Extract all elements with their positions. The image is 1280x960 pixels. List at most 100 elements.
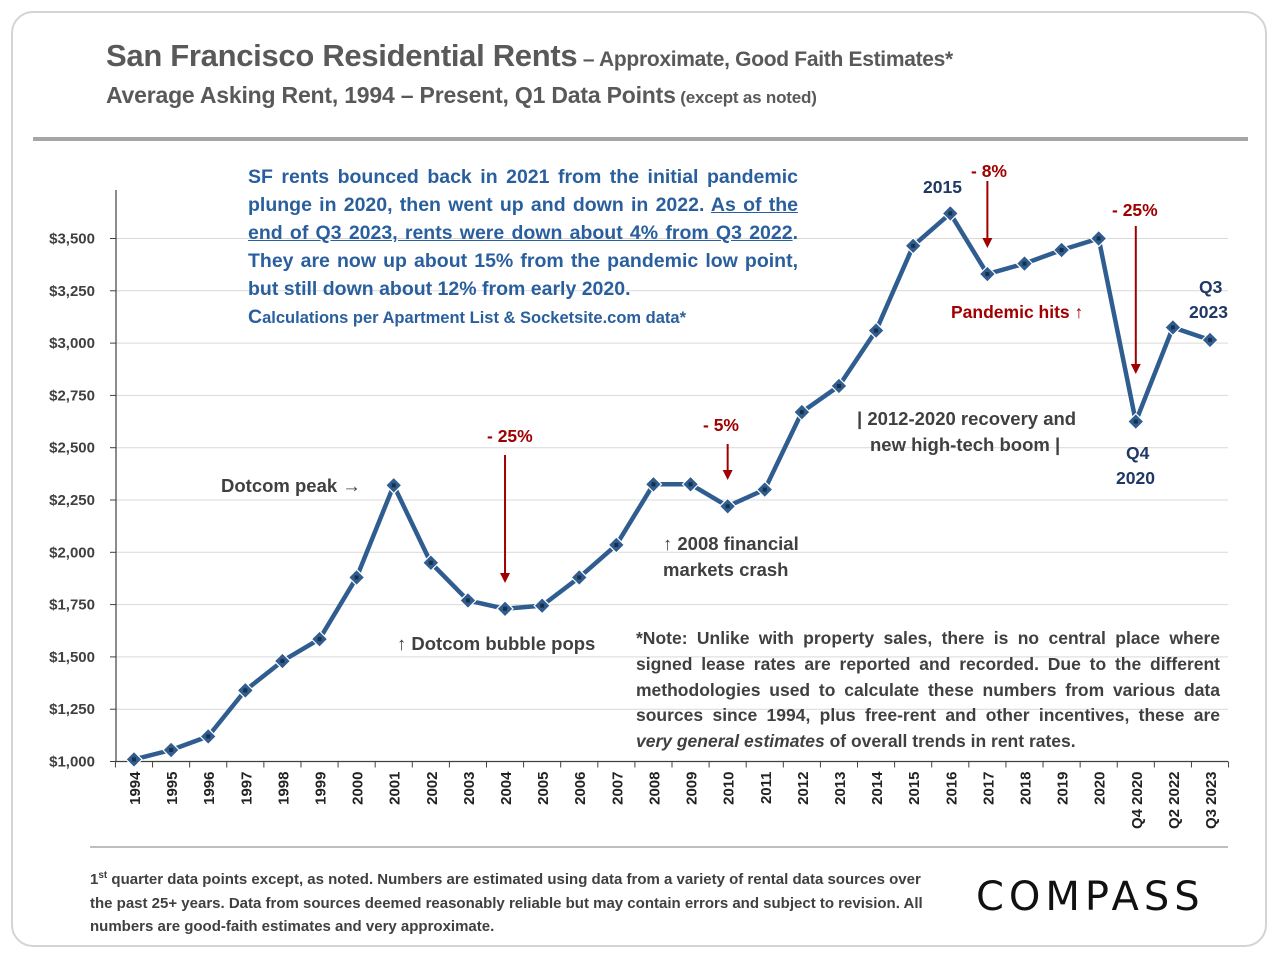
data-point-center [985, 272, 990, 277]
data-point-center [280, 659, 285, 664]
data-point-center [911, 243, 916, 248]
data-point-center [243, 688, 248, 693]
data-point-center [169, 747, 174, 752]
x-tick-label: Q3 2023 [1203, 772, 1220, 830]
q4-2020-label-line2: 2020 [1116, 468, 1155, 488]
x-tick-label: 1997 [238, 772, 255, 805]
x-tick-label: 2006 [572, 772, 589, 805]
data-point-center [132, 757, 136, 762]
data-series [125, 204, 1219, 769]
crash-label-line1: ↑ 2008 financial [663, 533, 799, 554]
x-tick-label: Q2 2022 [1166, 772, 1183, 830]
x-tick-label: 2017 [980, 772, 997, 805]
x-tick-label: 2008 [646, 772, 663, 805]
x-tick-label: 1996 [201, 772, 218, 805]
data-point-center [1133, 419, 1138, 424]
compass-logo: COMPASS [976, 874, 1205, 920]
x-tick-label: 1999 [313, 772, 330, 805]
y-tick-label: $3,000 [49, 335, 95, 352]
x-tick-label: 1998 [275, 772, 292, 805]
x-tick-label: 2019 [1055, 772, 1072, 805]
chart-subtitle: Average Asking Rent, 1994 – Present, Q1 … [106, 82, 817, 108]
data-point-center [1208, 337, 1212, 342]
x-tick-label: 2015 [906, 772, 923, 805]
data-point-center [614, 542, 619, 547]
pct-2010-label: - 5% [703, 415, 739, 435]
x-tick-label: 2016 [943, 772, 960, 805]
data-point-center [799, 410, 804, 415]
pct-2017-label: - 8% [971, 161, 1007, 181]
x-tick-label: 2001 [387, 772, 404, 805]
y-tick-label: $1,500 [49, 649, 95, 666]
y-tick-label: $1,000 [49, 754, 95, 771]
y-tick-label: $1,250 [49, 701, 95, 718]
data-point-center [725, 504, 730, 509]
data-point-center [391, 483, 396, 488]
crash-label-line2: markets crash [663, 559, 789, 580]
data-point-center [1059, 248, 1064, 253]
pct-2004-label: - 25% [487, 426, 533, 446]
data-point-center [503, 606, 508, 611]
pandemic-label: Pandemic hits ↑ [951, 302, 1084, 322]
y-tick-label: $2,500 [49, 440, 95, 457]
methodology-note: *Note: Unlike with property sales, there… [636, 628, 1220, 752]
data-point-center [762, 487, 767, 492]
x-tick-label: 2013 [832, 772, 849, 805]
data-point-center [874, 328, 879, 333]
x-tick-label: 2020 [1092, 772, 1109, 805]
x-tick-label: 2002 [424, 772, 441, 805]
y-tick-label: $2,750 [49, 387, 95, 404]
y-tick-label: $3,250 [49, 283, 95, 300]
x-tick-label: 2005 [535, 772, 552, 805]
x-tick-label: Q4 2020 [1129, 772, 1146, 830]
q3-2023-label-line2: 2023 [1189, 302, 1228, 322]
recovery-label-line1: | 2012-2020 recovery and [857, 408, 1077, 429]
q4-2020-label-line1: Q4 [1126, 443, 1150, 463]
y-tick-label: $3,500 [49, 231, 95, 248]
x-tick-label: 2009 [684, 772, 701, 805]
dotcom-pops-label: ↑ Dotcom bubble pops [397, 633, 596, 654]
data-point-center [577, 575, 582, 580]
data-point-center [948, 211, 953, 216]
data-point-center [688, 482, 693, 487]
q3-2023-label-line1: Q3 [1199, 277, 1223, 297]
x-tick-label: 1995 [164, 772, 181, 805]
data-point-center [1022, 261, 1027, 266]
annotation-arrowhead [500, 573, 511, 583]
x-tick-label: 2012 [795, 772, 812, 805]
dotcom-peak-label: Dotcom peak → [221, 475, 361, 496]
x-tick-label: 2000 [350, 772, 367, 805]
y-axis: $1,000 $1,250 $1,500 $1,750 $2,000 $2,250 $2,5… [49, 190, 117, 771]
data-point-center [465, 598, 470, 603]
annotation-arrowhead [722, 470, 733, 480]
data-point-center [428, 560, 433, 565]
chart-title: San Francisco Residential Rents – Approx… [106, 38, 953, 73]
annotation-arrowhead [982, 238, 993, 248]
x-tick-label: 2003 [461, 772, 478, 805]
summary-callout: SF rents bounced back in 2021 from the i… [248, 166, 799, 328]
y-tick-label: $2,000 [49, 544, 95, 561]
data-point-center [1170, 325, 1175, 330]
data-point-center [540, 603, 545, 608]
chart-frame [11, 11, 1267, 947]
data-point-center [1096, 236, 1101, 241]
label-2015: 2015 [923, 177, 962, 197]
data-point-center [206, 734, 211, 739]
title-divider [33, 137, 1248, 141]
pct-2020-label: - 25% [1112, 200, 1158, 220]
x-tick-label: 1994 [127, 771, 144, 805]
callout-arrows [500, 181, 1141, 583]
gridlines [116, 238, 1228, 710]
y-tick-label: $2,250 [49, 492, 95, 509]
footer-divider [90, 846, 1228, 848]
x-tick-label: 2011 [758, 772, 775, 805]
data-point-center [651, 482, 656, 487]
data-point-center [354, 575, 359, 580]
x-axis: 1994 1995 1996 1997 1998 1999 2000 2001 2002 2003… [114, 760, 1230, 830]
x-tick-label: 2004 [498, 771, 515, 805]
data-point-center [317, 637, 322, 642]
footer-text: 1st quarter data points except, as noted… [90, 870, 923, 935]
data-point-center [836, 383, 841, 388]
recovery-label-line2: new high-tech boom | [870, 434, 1061, 455]
